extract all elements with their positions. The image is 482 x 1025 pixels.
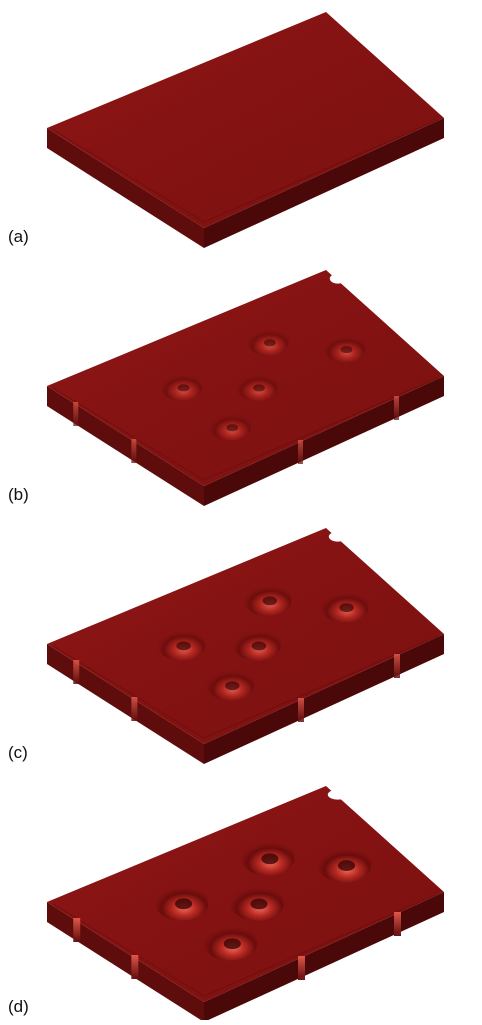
dimple-center <box>225 681 240 691</box>
dimple-center <box>337 860 356 871</box>
dimple-center <box>223 938 241 950</box>
plate-front-face <box>47 644 204 764</box>
edge-notch <box>394 912 401 936</box>
edge-notch <box>131 697 138 721</box>
plate-bevel <box>52 119 439 223</box>
plate-side-face <box>204 634 444 764</box>
dimple-center <box>251 641 267 651</box>
back-edge-notch <box>328 531 347 542</box>
edge-notch <box>298 698 304 722</box>
dimple-center <box>226 424 239 432</box>
edge-notch <box>298 440 303 464</box>
edge-notch <box>131 955 139 979</box>
back-edge-notch <box>327 789 348 800</box>
plate-bevel <box>52 377 439 481</box>
plate-front-face <box>47 128 204 248</box>
panel-label-a: (a) <box>8 227 29 246</box>
dimple-center <box>177 384 190 392</box>
dimple-center <box>262 596 278 606</box>
dimple-center <box>263 339 276 347</box>
edge-notch <box>73 660 80 684</box>
plate-front-face <box>47 902 204 1022</box>
plate-b <box>47 270 444 506</box>
edge-notch <box>298 956 305 980</box>
dimple-center <box>261 853 279 865</box>
dimple-center <box>175 898 193 910</box>
plate-side-face <box>204 376 444 506</box>
edge-notch <box>73 918 81 942</box>
plate-side-face <box>204 892 444 1022</box>
edge-notch <box>394 654 400 678</box>
dimple-center <box>340 345 353 354</box>
edge-notch <box>73 402 79 426</box>
plate-bevel <box>52 635 439 739</box>
plate-c <box>47 528 444 764</box>
plate-a <box>47 12 444 248</box>
dimple-center <box>253 384 265 392</box>
panel-label-c: (c) <box>8 743 28 762</box>
edge-notch <box>394 396 399 420</box>
back-edge-notch <box>329 273 346 284</box>
panel-label-b: (b) <box>8 485 29 504</box>
dimple-center <box>339 603 354 613</box>
plate-front-face <box>47 386 204 506</box>
plate-side-face <box>204 118 444 248</box>
plate-bevel <box>52 893 439 997</box>
plate-d <box>47 786 444 1022</box>
panel-label-d: (d) <box>8 997 29 1016</box>
dimple-center <box>250 898 268 910</box>
plate-top-face <box>47 12 444 228</box>
dimple-center <box>176 641 191 651</box>
edge-notch <box>131 439 137 463</box>
